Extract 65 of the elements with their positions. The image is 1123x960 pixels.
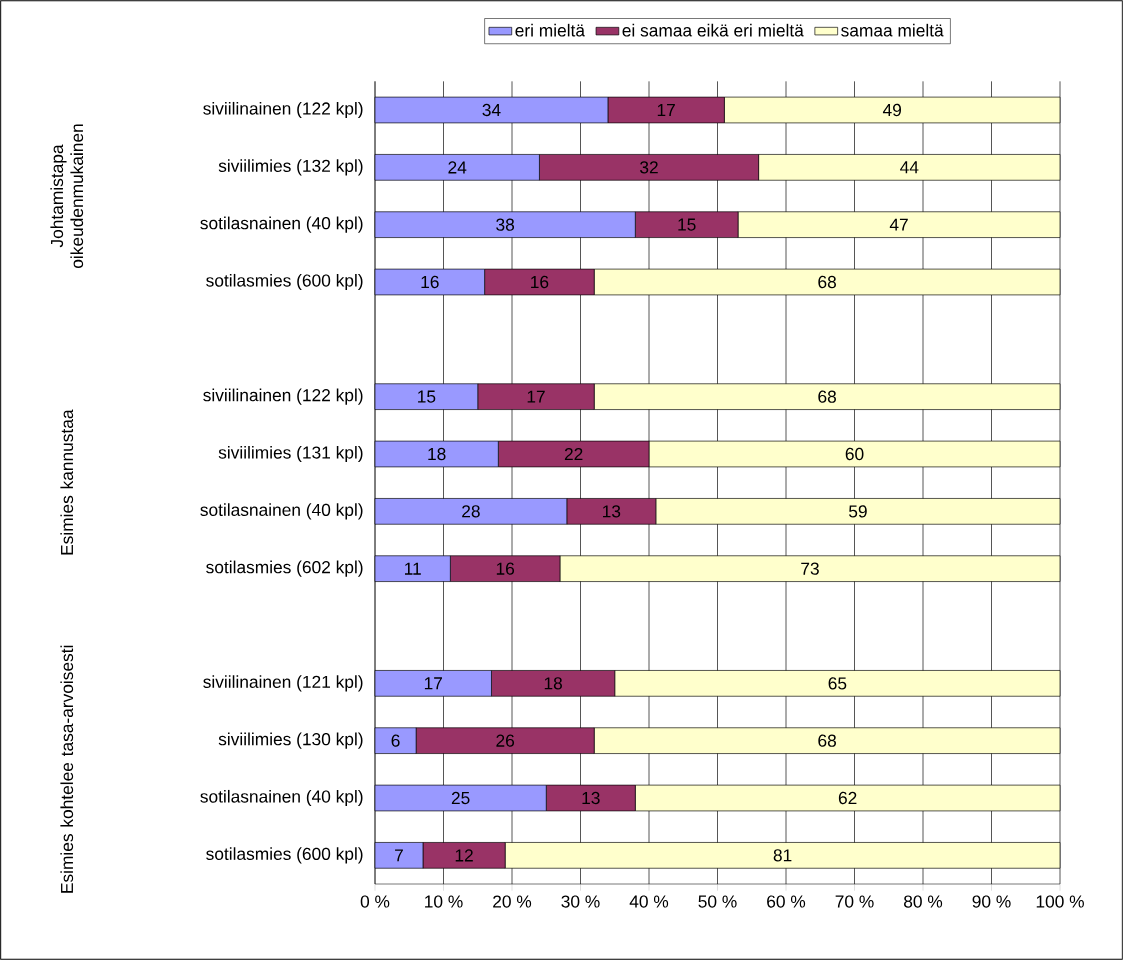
data-label: 32 [640,161,658,174]
data-label: 18 [544,677,562,690]
data-label: 38 [496,218,515,231]
data-label: 22 [564,447,583,461]
data-label: 68 [818,390,836,403]
data-label: 15 [418,390,436,403]
x-tick-label: 70 % [835,895,874,908]
data-label: 16 [531,275,549,289]
y-tick-label: siviilinainen (122 kpl) [203,101,363,119]
y-tick-label: siviilimies (132 kpl) [218,159,363,176]
y-tick-label: siviilimies (130 kpl) [218,732,363,749]
x-tick-label: 50 % [698,895,737,908]
legend-label: eri mieltä [515,23,586,37]
x-tick-label: 10 % [425,895,463,908]
data-label: 44 [900,161,919,174]
data-label: 16 [496,562,515,575]
data-label: 13 [582,791,600,805]
text: Esimies kannustaa [60,409,74,555]
y-tick-label: siviilimies (131 kpl) [218,445,363,463]
data-label: 17 [657,104,675,116]
x-tick-label: 30 % [561,895,600,908]
x-tick-label: 0 % [360,895,390,908]
x-tick-label: 90 % [972,895,1011,908]
y-tick-label: sotilasmies (600 kpl) [206,847,363,864]
data-label: 18 [428,447,446,461]
data-label: 15 [678,218,696,231]
data-label: 24 [448,161,467,174]
data-label: 26 [496,734,515,747]
data-label: 65 [828,677,847,690]
x-tick-label: 80 % [904,895,943,908]
data-label: 81 [773,849,792,862]
y-tick-label: sotilasnainen (40 kpl) [200,789,363,807]
data-label: 25 [451,791,470,805]
data-label: 62 [838,791,857,805]
y-tick-label: sotilasmies (602 kpl) [206,560,363,577]
data-label: 28 [462,505,480,518]
x-tick-label: 20 % [493,895,532,908]
x-tick-label: 100 % [1036,895,1084,908]
data-label: 47 [889,218,908,231]
data-label: 6 [391,734,400,747]
data-label: 73 [801,562,819,575]
y-tick-label: siviilinainen (121 kpl) [203,675,363,692]
data-label: 17 [424,677,442,690]
data-label: 68 [818,275,836,289]
data-label: 11 [405,562,421,575]
x-tick-label: 60 % [767,895,806,908]
data-label: 59 [848,505,867,518]
data-label: 17 [527,390,545,403]
data-label: 7 [395,849,403,862]
data-label: 60 [845,447,864,461]
text: Johtamistapa oikeudenmukainen [50,124,84,269]
y-tick-label: sotilasmies (600 kpl) [206,273,363,291]
data-label: 12 [455,849,473,862]
data-label: 68 [818,734,836,747]
y-tick-label: siviilinainen (122 kpl) [203,388,363,405]
legend-label: ei samaa eikä eri mieltä [622,23,804,37]
x-tick-label: 40 % [629,895,669,908]
text: Esimies kohtelee tasa-arvoisesti [60,645,74,893]
data-label: 16 [421,275,439,289]
data-label: 49 [882,103,902,117]
data-label: 34 [482,103,501,117]
y-tick-label: sotilasnainen (40 kpl) [200,216,363,233]
y-tick-label: sotilasnainen (40 kpl) [200,503,363,520]
data-label: 13 [603,505,621,518]
legend-label: samaa mieltä [841,23,944,37]
